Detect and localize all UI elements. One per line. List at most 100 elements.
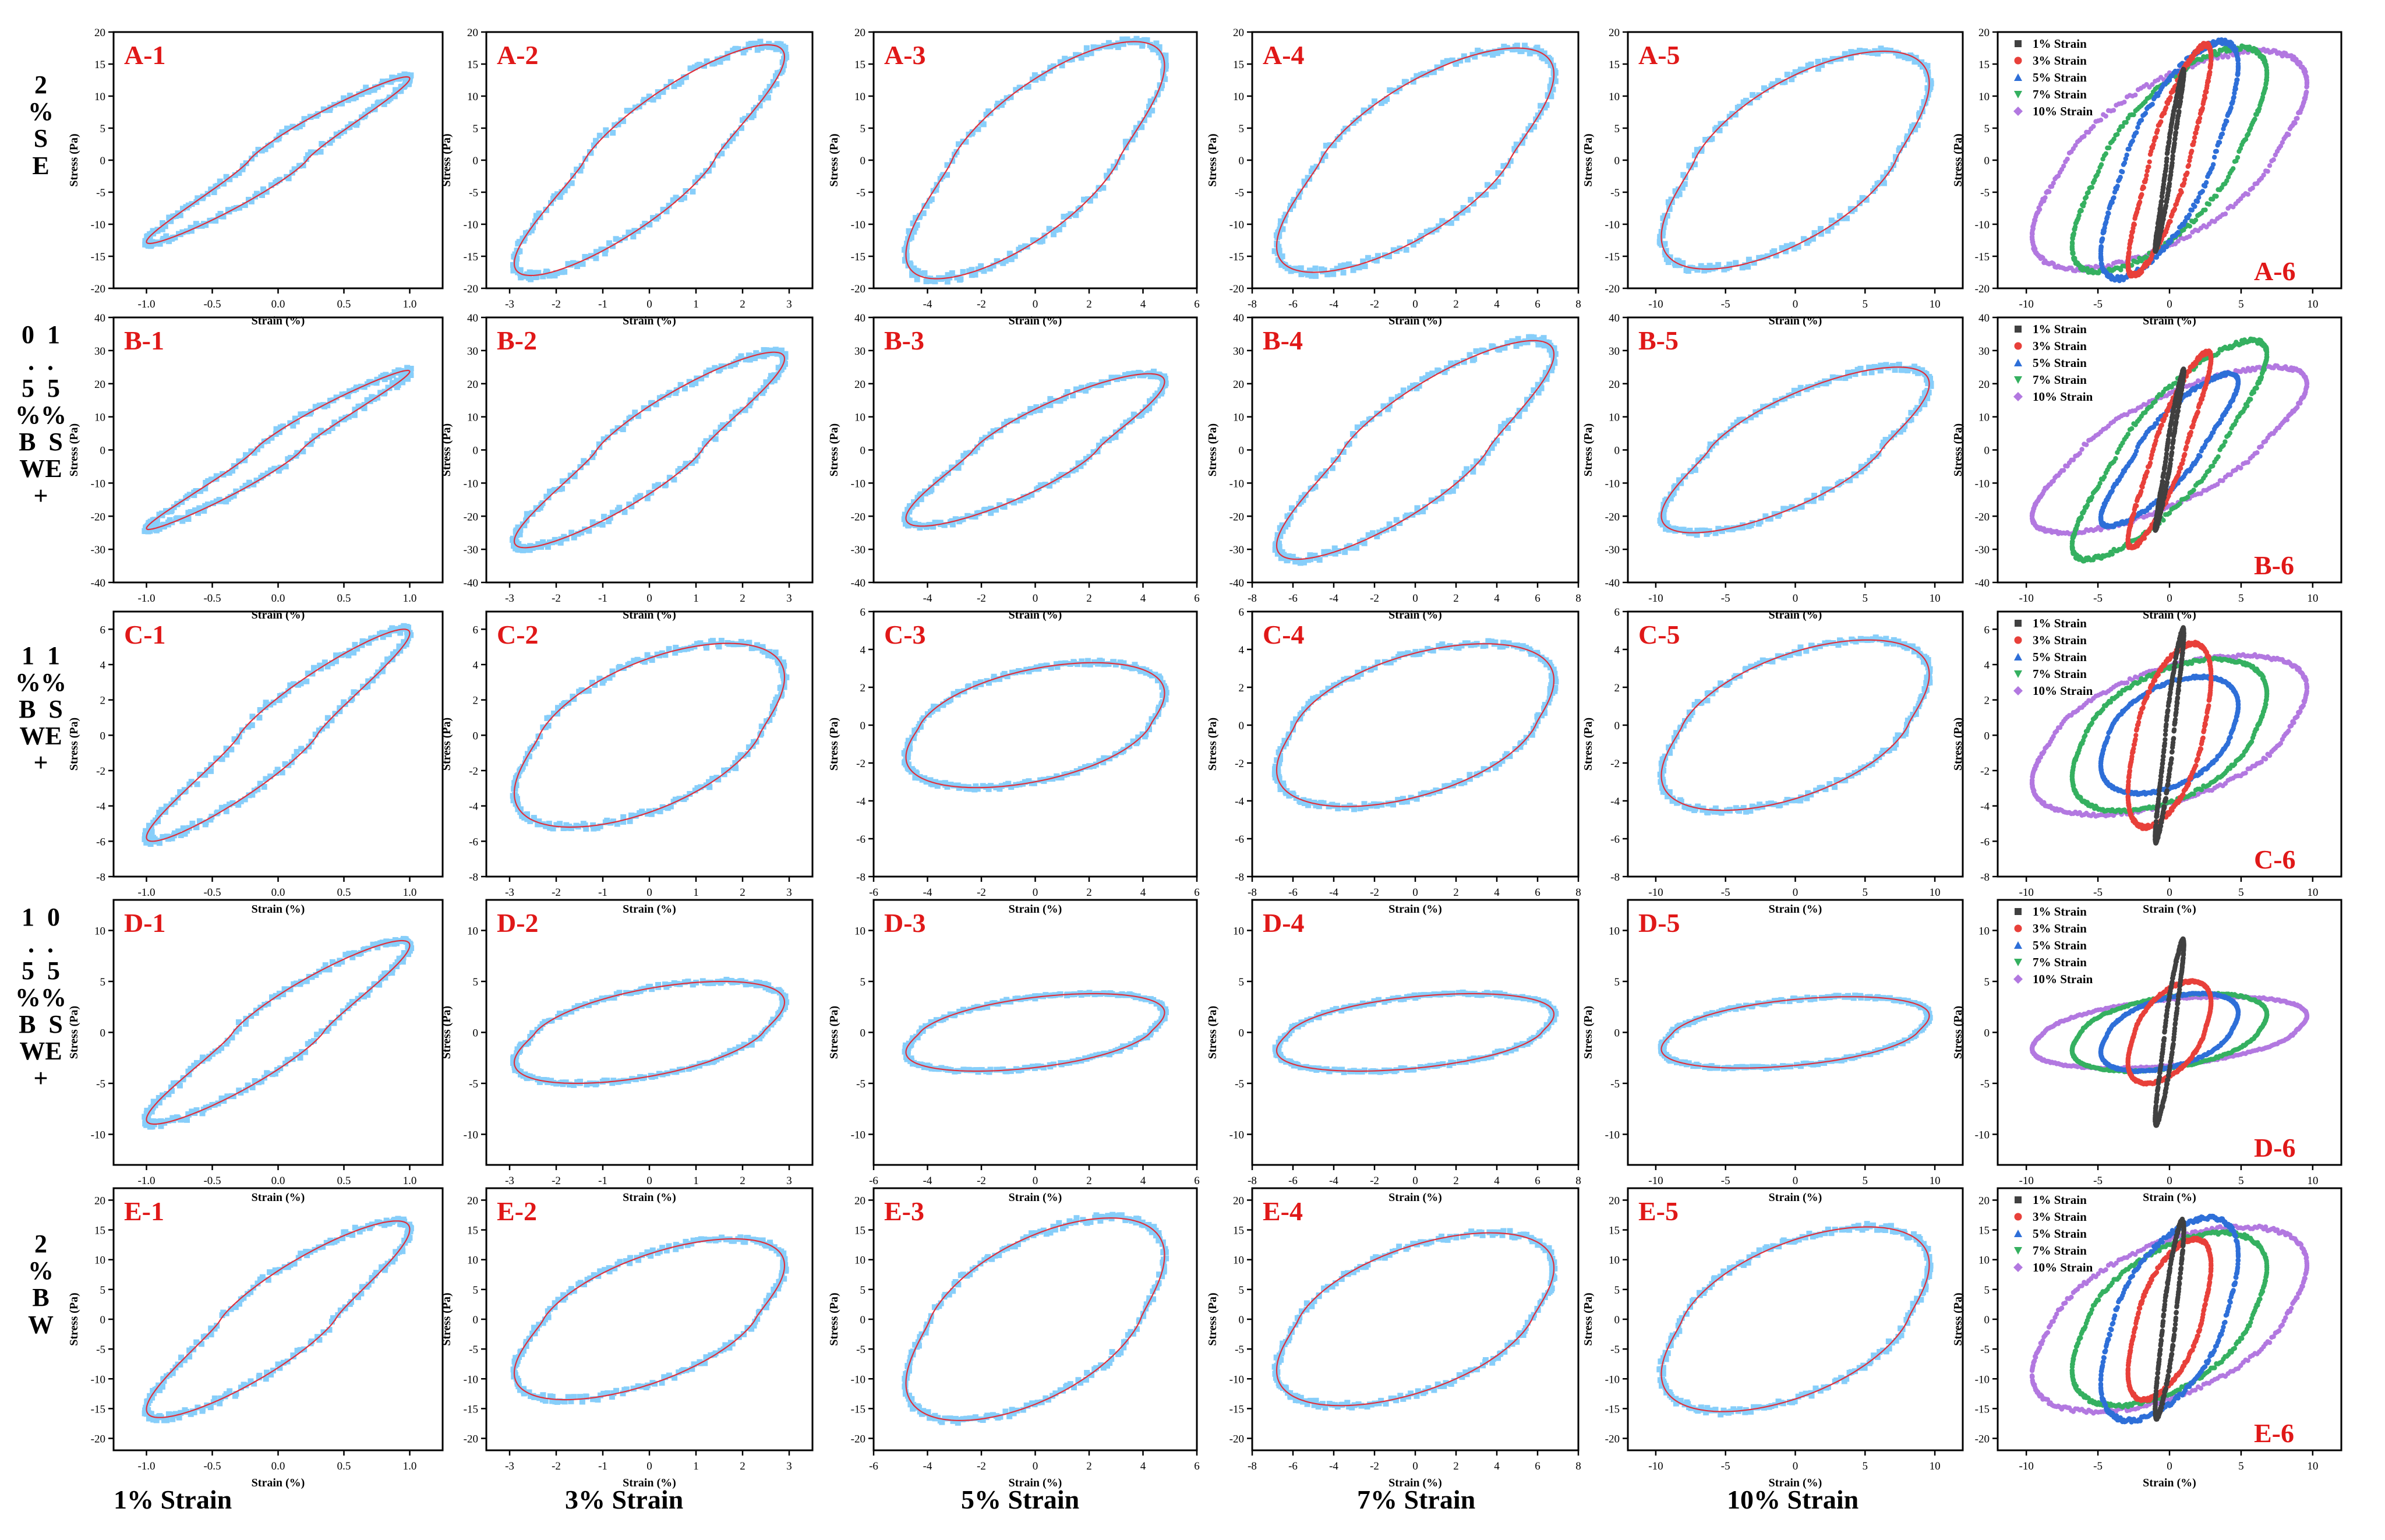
data-point bbox=[2037, 207, 2043, 212]
panel-label: A-6 bbox=[2254, 256, 2296, 286]
data-point bbox=[1470, 468, 1476, 475]
data-point bbox=[2225, 113, 2230, 118]
data-point bbox=[290, 422, 296, 429]
data-point bbox=[983, 435, 989, 441]
data-point bbox=[1866, 364, 1872, 370]
data-point bbox=[2217, 447, 2223, 453]
y-tick-label: 15 bbox=[1233, 59, 1244, 71]
data-point bbox=[1499, 48, 1505, 54]
data-point bbox=[1108, 375, 1115, 381]
y-axis-label: Stress (Pa) bbox=[1582, 423, 1595, 476]
data-point bbox=[2091, 123, 2096, 129]
x-tick-label: 5 bbox=[1863, 298, 1868, 310]
data-point bbox=[733, 130, 739, 137]
data-point bbox=[760, 43, 766, 50]
data-point bbox=[1387, 87, 1393, 93]
data-point bbox=[1033, 77, 1039, 83]
data-point bbox=[754, 47, 761, 53]
series-5 bbox=[2029, 47, 2310, 274]
y-tick-label: 5 bbox=[1614, 123, 1620, 135]
data-point bbox=[2197, 111, 2203, 116]
data-point bbox=[2203, 89, 2208, 94]
data-point bbox=[719, 150, 725, 157]
data-point bbox=[248, 156, 255, 162]
data-point bbox=[1884, 169, 1890, 176]
data-point bbox=[1150, 396, 1156, 402]
data-point bbox=[1439, 495, 1445, 501]
data-point bbox=[1454, 360, 1460, 366]
data-point bbox=[2144, 173, 2149, 178]
data-point bbox=[610, 129, 616, 136]
data-point bbox=[2235, 72, 2240, 77]
data-point bbox=[1829, 486, 1835, 493]
data-point bbox=[2294, 116, 2299, 121]
y-tick-label: -40 bbox=[851, 577, 865, 589]
data-point bbox=[1453, 215, 1460, 221]
data-point bbox=[2070, 250, 2075, 256]
data-point bbox=[1309, 273, 1315, 279]
data-point bbox=[607, 514, 613, 521]
y-tick-label: -20 bbox=[464, 511, 478, 523]
data-point bbox=[1301, 178, 1308, 185]
data-point bbox=[1004, 419, 1010, 425]
data-point bbox=[2153, 399, 2158, 404]
data-point bbox=[624, 108, 630, 114]
data-point bbox=[213, 498, 220, 504]
data-point bbox=[764, 351, 770, 358]
data-point bbox=[236, 204, 242, 211]
data-point bbox=[933, 186, 939, 193]
y-axis-label: Stress (Pa) bbox=[1952, 133, 1964, 186]
x-tick-label: -2 bbox=[1370, 592, 1379, 605]
data-point bbox=[1673, 192, 1680, 199]
data-point bbox=[535, 541, 542, 548]
data-point bbox=[944, 162, 951, 168]
data-point bbox=[2234, 47, 2239, 52]
data-point bbox=[1504, 162, 1511, 168]
data-point bbox=[1006, 250, 1013, 257]
data-point bbox=[2103, 114, 2108, 119]
series-3 bbox=[2098, 37, 2241, 284]
plot-frame bbox=[485, 31, 814, 289]
data-point bbox=[537, 504, 543, 511]
data-point bbox=[2141, 185, 2146, 190]
data-point bbox=[2055, 173, 2061, 179]
data-point bbox=[2195, 119, 2200, 125]
data-point bbox=[2195, 213, 2200, 218]
data-point bbox=[920, 210, 927, 217]
data-point bbox=[568, 529, 575, 536]
y-tick-label: 10 bbox=[854, 91, 865, 103]
data-point bbox=[168, 218, 174, 224]
data-point bbox=[1414, 385, 1420, 391]
data-point bbox=[2047, 189, 2052, 195]
data-point bbox=[400, 379, 406, 386]
data-point bbox=[370, 104, 377, 110]
y-tick-label: -15 bbox=[1975, 251, 1990, 263]
data-point bbox=[593, 137, 599, 144]
x-tick-label: 8 bbox=[1575, 592, 1581, 605]
data-point bbox=[1696, 457, 1702, 464]
data-point bbox=[627, 107, 634, 114]
data-point bbox=[2235, 415, 2241, 420]
data-point bbox=[1318, 266, 1324, 273]
data-point bbox=[1828, 224, 1835, 230]
data-point bbox=[253, 190, 260, 197]
data-point bbox=[1871, 363, 1878, 370]
data-point bbox=[280, 423, 287, 430]
column-label-1: 1% Strain bbox=[114, 1485, 232, 1514]
data-point bbox=[1861, 370, 1868, 376]
data-point bbox=[918, 496, 924, 503]
data-point bbox=[596, 441, 602, 447]
data-point bbox=[1006, 498, 1013, 504]
data-point bbox=[173, 516, 179, 522]
data-point bbox=[941, 522, 948, 528]
x-tick-label: 10 bbox=[1930, 592, 1941, 605]
data-point bbox=[1514, 43, 1520, 49]
data-point bbox=[1069, 56, 1075, 62]
data-point bbox=[1490, 344, 1496, 350]
data-point bbox=[1494, 437, 1500, 444]
panel-label: A-2 bbox=[497, 40, 539, 70]
data-point bbox=[2065, 156, 2070, 162]
x-tick-label: -8 bbox=[1248, 298, 1257, 310]
data-point bbox=[1674, 257, 1680, 264]
panel-label: A-1 bbox=[124, 40, 166, 70]
